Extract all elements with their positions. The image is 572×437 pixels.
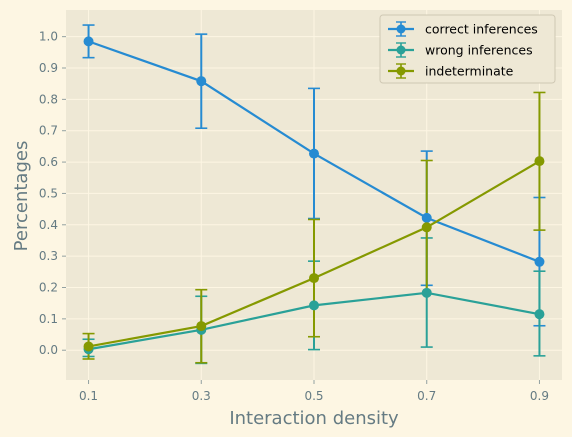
data-point: [83, 36, 94, 47]
data-point: [421, 212, 432, 223]
data-point: [83, 341, 94, 352]
data-point: [309, 273, 319, 284]
x-axis-ticks: 0.1 0.3 0.5 0.7 0.9: [79, 380, 549, 403]
y-tick-label: 0.8: [39, 92, 58, 106]
y-tick-label: 1.0: [39, 30, 58, 44]
y-tick-label: 0.0: [39, 343, 58, 357]
y-tick-label: 0.4: [39, 218, 58, 232]
x-tick-label: 0.3: [192, 389, 211, 403]
data-point: [534, 256, 545, 267]
y-tick-label: 0.2: [39, 281, 58, 295]
data-point: [196, 321, 207, 332]
x-tick-label: 0.7: [417, 389, 436, 403]
legend-label: wrong inferences: [425, 43, 533, 58]
y-tick-label: 0.5: [39, 186, 58, 200]
legend-label: indeterminate: [425, 64, 514, 79]
legend: correct inferences wrong inferences indete…: [379, 14, 556, 84]
data-point: [196, 76, 207, 87]
legend-marker: [396, 45, 406, 55]
data-point: [309, 300, 319, 311]
x-axis-label: Interaction density: [229, 408, 399, 429]
x-tick-label: 0.9: [530, 389, 549, 403]
legend-marker: [396, 24, 406, 34]
y-tick-label: 0.9: [39, 61, 58, 75]
x-tick-label: 0.1: [79, 389, 98, 403]
data-point: [309, 148, 319, 159]
data-point: [421, 287, 432, 298]
data-points: [83, 36, 545, 355]
y-tick-label: 0.7: [39, 124, 58, 138]
y-axis-ticks: 0.0 0.1 0.2 0.3 0.4 0.5 0.6 0.7 0.8 0.9 1.0: [39, 30, 66, 357]
y-tick-label: 0.1: [39, 312, 58, 326]
data-point: [534, 309, 545, 320]
y-tick-label: 0.3: [39, 249, 58, 263]
y-tick-label: 0.6: [39, 155, 58, 169]
legend-box: [379, 14, 556, 84]
y-axis-label: Percentages: [11, 141, 32, 252]
data-point: [421, 222, 432, 233]
x-tick-label: 0.5: [304, 389, 323, 403]
legend-marker: [396, 66, 406, 76]
data-point: [534, 156, 545, 167]
legend-label: correct inferences: [425, 22, 538, 37]
